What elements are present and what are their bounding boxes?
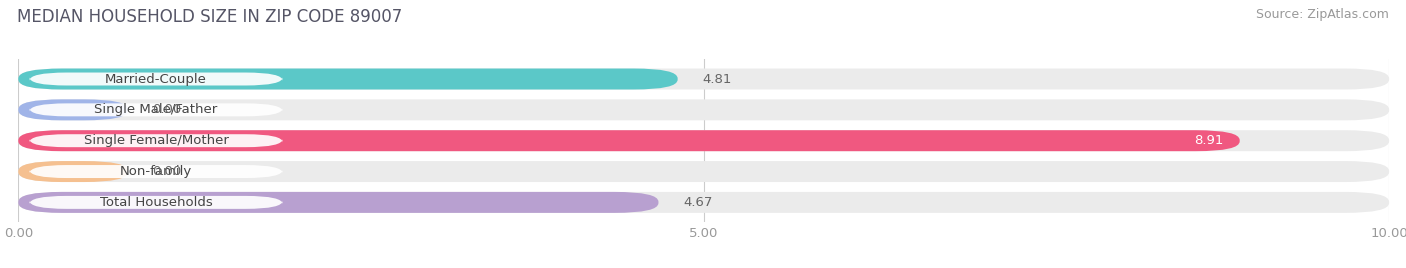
FancyBboxPatch shape: [30, 103, 283, 116]
Text: 0.00: 0.00: [153, 165, 181, 178]
Text: 8.91: 8.91: [1194, 134, 1223, 147]
FancyBboxPatch shape: [18, 192, 1389, 213]
Text: Non-family: Non-family: [120, 165, 193, 178]
Text: 0.00: 0.00: [153, 103, 181, 116]
FancyBboxPatch shape: [18, 192, 658, 213]
FancyBboxPatch shape: [30, 165, 283, 178]
Text: Source: ZipAtlas.com: Source: ZipAtlas.com: [1256, 8, 1389, 21]
Text: Single Female/Mother: Single Female/Mother: [83, 134, 229, 147]
Text: Total Households: Total Households: [100, 196, 212, 209]
FancyBboxPatch shape: [18, 69, 678, 90]
FancyBboxPatch shape: [18, 69, 1389, 90]
FancyBboxPatch shape: [18, 99, 1389, 120]
Text: Single Male/Father: Single Male/Father: [94, 103, 218, 116]
Text: 4.67: 4.67: [683, 196, 713, 209]
Text: 4.81: 4.81: [703, 73, 731, 85]
FancyBboxPatch shape: [18, 99, 128, 120]
Text: MEDIAN HOUSEHOLD SIZE IN ZIP CODE 89007: MEDIAN HOUSEHOLD SIZE IN ZIP CODE 89007: [17, 8, 402, 26]
FancyBboxPatch shape: [30, 196, 283, 209]
FancyBboxPatch shape: [18, 161, 128, 182]
Text: Married-Couple: Married-Couple: [105, 73, 207, 85]
FancyBboxPatch shape: [18, 130, 1240, 151]
FancyBboxPatch shape: [30, 73, 283, 85]
FancyBboxPatch shape: [18, 130, 1389, 151]
FancyBboxPatch shape: [30, 134, 283, 147]
FancyBboxPatch shape: [18, 161, 1389, 182]
